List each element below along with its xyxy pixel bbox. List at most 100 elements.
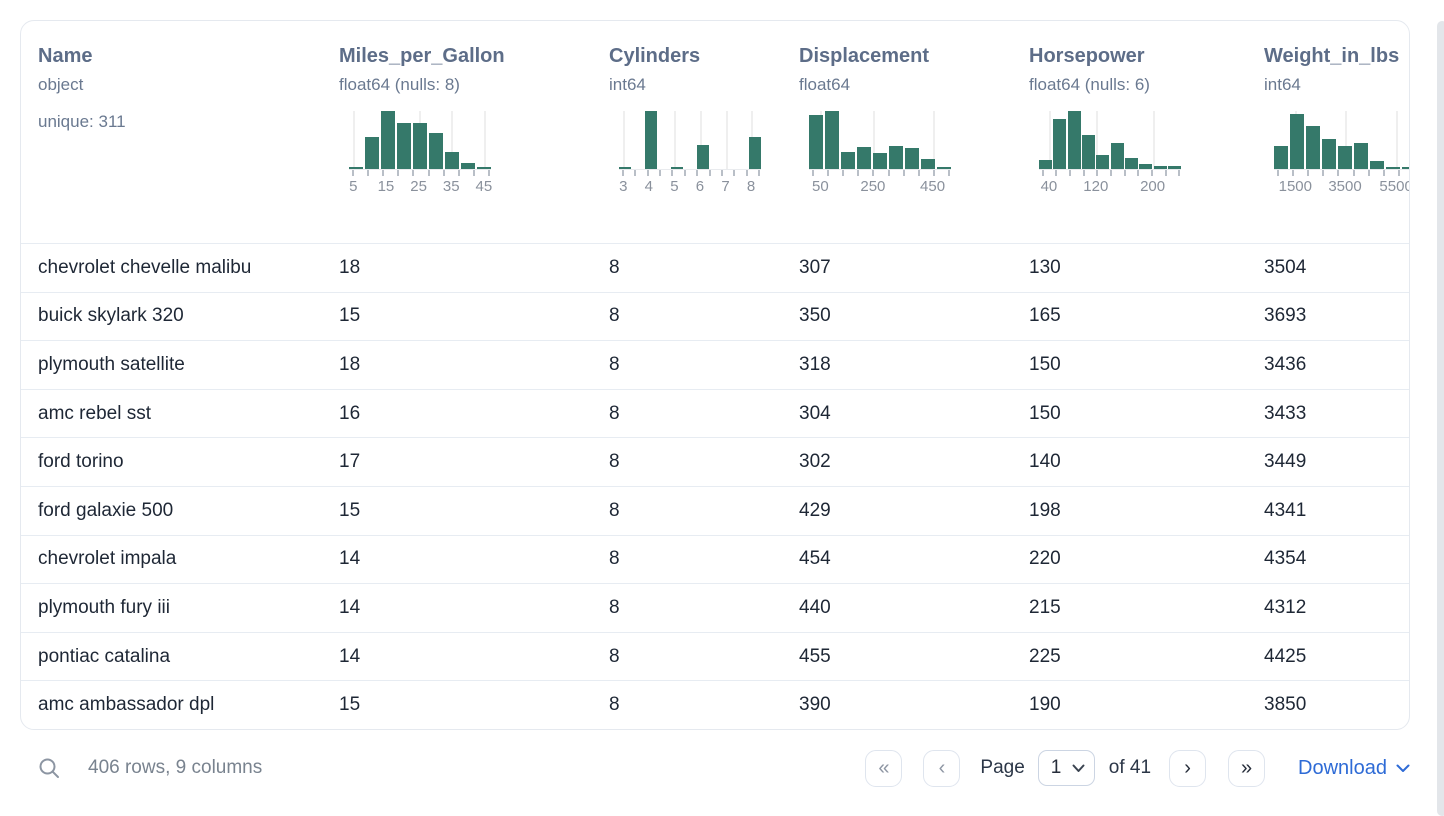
axis-tick-label: 1500 — [1278, 178, 1312, 195]
axis-tick — [1367, 170, 1370, 176]
histogram-displacement[interactable]: 50 250 450 — [809, 111, 951, 196]
cell-value: 15 — [339, 305, 361, 327]
search-icon[interactable] — [37, 756, 61, 780]
chevron-down-icon — [1396, 764, 1410, 773]
cell-value: 215 — [1029, 596, 1061, 618]
cell-value: 140 — [1029, 451, 1061, 473]
cell-value: 220 — [1029, 548, 1061, 570]
axis-tick — [745, 170, 748, 176]
histogram-bar — [1153, 166, 1167, 169]
histogram-axis — [349, 169, 491, 176]
histogram-bar — [1321, 138, 1337, 169]
histogram-gridline — [451, 111, 454, 169]
column-header-weight-in-lbs[interactable]: Weight_in_lbs int64 1500 3500 5500 — [1264, 21, 1409, 243]
column-type: float64 (nulls: 8) — [339, 75, 460, 94]
cell-value: 198 — [1029, 499, 1061, 521]
axis-tick-label: 7 — [721, 178, 730, 195]
axis-tick — [659, 170, 662, 176]
last-page-button[interactable]: » — [1228, 749, 1266, 787]
cell-value: 165 — [1029, 305, 1061, 327]
cell-value: 190 — [1029, 694, 1061, 716]
download-button[interactable]: Download — [1298, 757, 1410, 780]
page-select[interactable]: 1 — [1037, 750, 1095, 786]
axis-tick-label: 120 — [1083, 178, 1109, 195]
axis-tick-label: 3 — [619, 178, 628, 195]
column-name: Name — [38, 45, 93, 67]
column-type: int64 — [1264, 75, 1301, 94]
table-body: chevrolet chevelle malibu 18 8 307 130 3504 bu… — [21, 243, 1409, 729]
axis-tick — [1178, 170, 1181, 176]
column-header-name[interactable]: Name object unique: 311 — [38, 21, 339, 243]
page-count-label: of 41 — [1108, 757, 1152, 778]
axis-tick — [902, 170, 905, 176]
cell-value: 307 — [799, 256, 831, 278]
previous-page-button[interactable]: ‹ — [923, 749, 961, 787]
histogram-bar — [1110, 142, 1124, 169]
scrollbar[interactable] — [1437, 21, 1444, 816]
column-name: Cylinders — [609, 45, 701, 67]
histogram-weight-in-lbs[interactable]: 1500 3500 5500 — [1274, 111, 1409, 196]
cell-value: 4425 — [1264, 645, 1307, 667]
histogram-bar — [936, 166, 951, 169]
next-page-button[interactable]: › — [1169, 749, 1207, 787]
axis-tick — [708, 170, 711, 176]
table-row: plymouth satellite 18 8 318 150 3436 — [21, 340, 1409, 389]
column-type: object — [38, 75, 84, 94]
cell-value: 150 — [1029, 402, 1061, 424]
cell-name: chevrolet impala — [38, 548, 177, 570]
axis-tick — [857, 170, 860, 176]
histogram-bar — [840, 151, 856, 169]
axis-tick — [1307, 170, 1310, 176]
column-header-displacement[interactable]: Displacement float64 50 250 450 — [799, 21, 1029, 243]
cell-name: ford galaxie 500 — [38, 499, 174, 521]
axis-tick — [1164, 170, 1167, 176]
cell-value: 8 — [609, 402, 620, 424]
axis-tick-label: 25 — [410, 178, 427, 195]
cell-value: 4354 — [1264, 548, 1307, 570]
histogram-horsepower[interactable]: 40 120 200 — [1039, 111, 1181, 196]
column-unique-count: unique: 311 — [38, 112, 126, 131]
axis-tick-label: 15 — [377, 178, 395, 195]
histogram-gridline — [1396, 111, 1399, 169]
axis-tick — [1398, 170, 1400, 176]
axis-tick-label: 50 — [812, 178, 829, 195]
column-header-miles-per-gallon[interactable]: Miles_per_Gallon float64 (nulls: 8) 5 15 25 3… — [339, 21, 609, 243]
cell-value: 18 — [339, 256, 361, 278]
histogram-gridline — [483, 111, 486, 169]
cell-name: amc ambassador dpl — [38, 694, 215, 716]
axis-tick-label: 8 — [746, 178, 756, 195]
histogram-bar — [1274, 145, 1289, 169]
first-page-button[interactable]: « — [865, 749, 903, 787]
cell-name: amc rebel sst — [38, 402, 151, 424]
axis-tick — [1110, 170, 1112, 176]
axis-tick-label: 5 — [670, 178, 679, 195]
axis-tick-label: 3500 — [1328, 178, 1362, 195]
axis-tick — [1041, 170, 1044, 176]
histogram-miles-per-gallon[interactable]: 5 15 25 35 45 — [349, 111, 492, 196]
histogram-gridline — [699, 111, 702, 169]
axis-tick — [1137, 170, 1140, 176]
cell-value: 429 — [799, 499, 831, 521]
histogram-bar — [749, 137, 762, 169]
histogram-axis — [1274, 169, 1409, 176]
column-header-cylinders[interactable]: Cylinders int64 3 4 5 6 7 8 — [609, 21, 799, 243]
histogram-bar — [412, 122, 428, 169]
histogram-bar — [1369, 161, 1385, 169]
histogram-bar — [1353, 143, 1369, 169]
cell-value: 15 — [339, 694, 361, 716]
histogram-axis — [1039, 169, 1181, 176]
histogram-bar — [1053, 119, 1067, 169]
histogram-bar — [1067, 111, 1081, 169]
histogram-bars — [809, 111, 951, 169]
cell-name: plymouth fury iii — [38, 596, 170, 618]
histogram-bar — [1385, 167, 1400, 169]
axis-tick — [1096, 170, 1099, 176]
axis-tick — [811, 170, 814, 176]
histogram-bar — [1305, 125, 1321, 169]
axis-tick — [442, 170, 445, 176]
axis-tick — [1322, 170, 1325, 176]
column-header-horsepower[interactable]: Horsepower float64 (nulls: 6) 40 120 200 — [1029, 21, 1264, 243]
histogram-bar — [1401, 167, 1409, 169]
